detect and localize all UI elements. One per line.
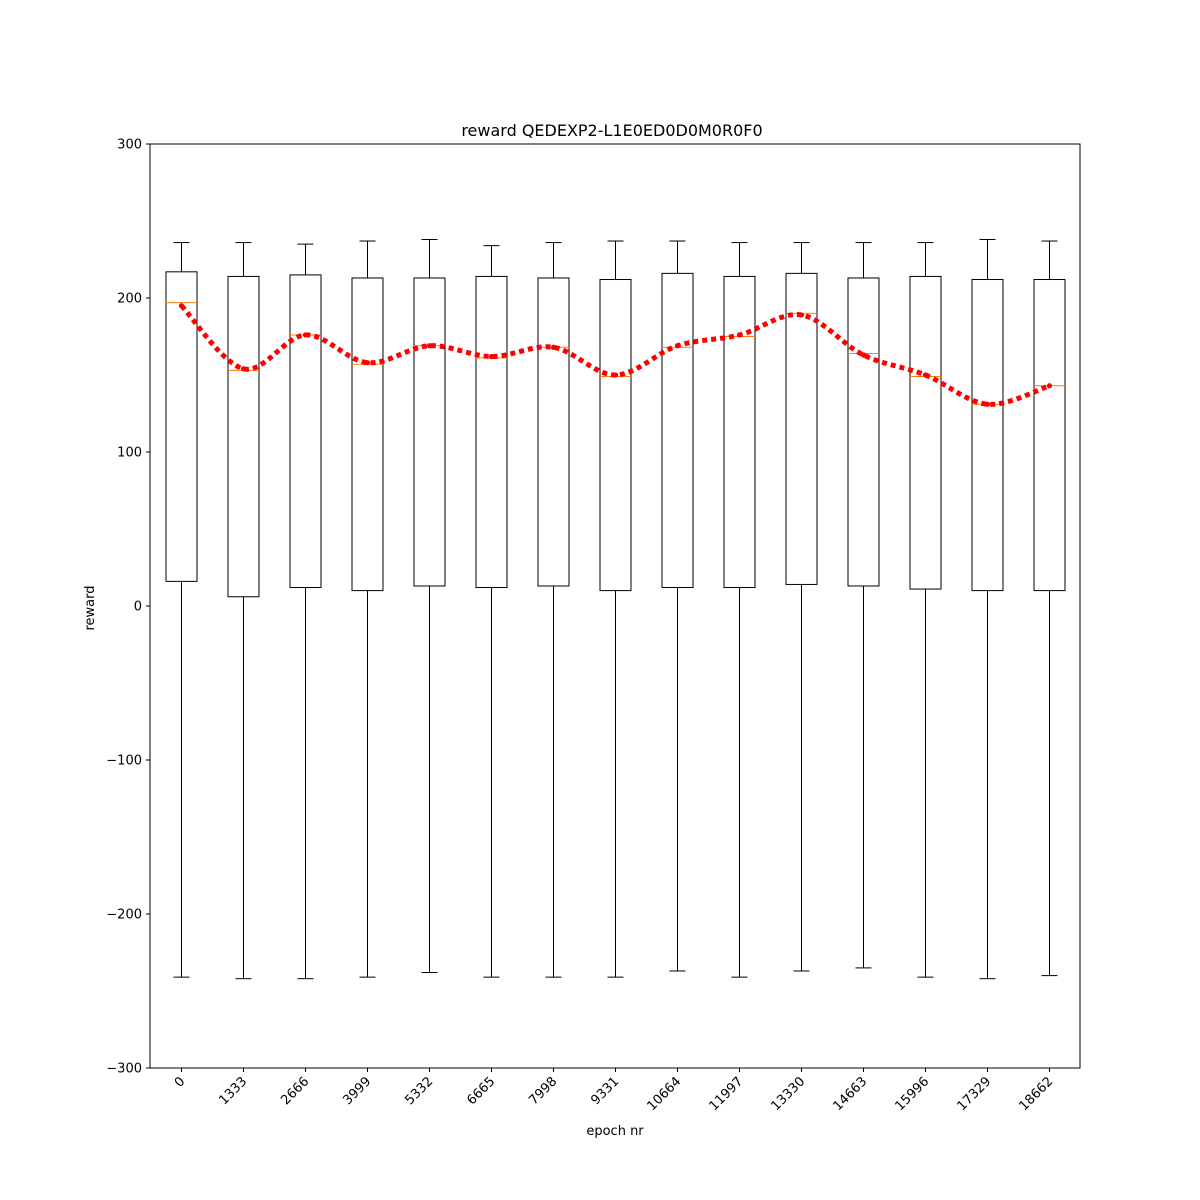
trend-point bbox=[1046, 383, 1053, 389]
trend-point bbox=[178, 303, 185, 309]
x-tick-label: 17329 bbox=[954, 1074, 994, 1114]
trend-point bbox=[984, 401, 991, 407]
y-tick-label: 300 bbox=[117, 138, 142, 153]
trend-point bbox=[860, 352, 867, 358]
x-axis-label: epoch nr bbox=[586, 1124, 644, 1139]
trend-point bbox=[550, 344, 557, 350]
box-body bbox=[351, 277, 384, 592]
box-6665 bbox=[475, 245, 508, 978]
trend-point bbox=[674, 343, 681, 349]
x-tick-label: 10664 bbox=[644, 1074, 684, 1114]
x-tick-label: 14663 bbox=[830, 1074, 870, 1114]
x-tick-label: 5332 bbox=[402, 1074, 436, 1108]
box-body bbox=[537, 277, 570, 587]
y-tick-label: 0 bbox=[134, 600, 142, 615]
y-tick-label: −100 bbox=[106, 754, 142, 769]
trend-point bbox=[922, 372, 929, 378]
y-axis-label: reward bbox=[83, 585, 98, 630]
y-tick-label: 200 bbox=[117, 292, 142, 307]
x-tick-label: 15996 bbox=[892, 1074, 932, 1114]
trend-point bbox=[364, 360, 371, 366]
box-body bbox=[165, 271, 198, 582]
chart-title: reward QEDEXP2-L1E0ED0D0M0R0F0 bbox=[461, 121, 762, 140]
y-tick-label: −200 bbox=[106, 908, 142, 923]
box-body bbox=[661, 272, 694, 589]
box-0 bbox=[165, 242, 198, 978]
box-body bbox=[413, 277, 446, 587]
x-axis: 0 1333 2666 3999 5332 6665 7998 9331 10664 11997 1… bbox=[172, 1068, 1056, 1114]
x-tick-label: 2666 bbox=[278, 1074, 312, 1108]
box-body bbox=[847, 277, 880, 587]
trend-line bbox=[179, 303, 1051, 407]
box-9331 bbox=[599, 240, 632, 978]
x-tick-label: 1333 bbox=[216, 1074, 250, 1108]
box-3999 bbox=[351, 240, 384, 978]
box-5332 bbox=[413, 238, 446, 974]
x-tick-label: 9331 bbox=[588, 1074, 622, 1108]
trend-point bbox=[488, 353, 495, 360]
x-tick-label: 18662 bbox=[1016, 1074, 1056, 1114]
plot-area bbox=[165, 238, 1066, 980]
box-1333 bbox=[227, 242, 260, 980]
box-10664 bbox=[661, 240, 694, 972]
box-11997 bbox=[723, 242, 756, 978]
box-body bbox=[475, 275, 508, 589]
box-14663 bbox=[847, 242, 880, 969]
box-body bbox=[971, 279, 1004, 592]
trend-point bbox=[612, 372, 619, 378]
x-tick-label: 11997 bbox=[706, 1074, 746, 1114]
x-tick-label: 3999 bbox=[340, 1074, 374, 1108]
y-axis: −300 −200 −100 0 100 200 300 bbox=[106, 138, 150, 1077]
box-body bbox=[909, 275, 942, 590]
x-tick-label: 6665 bbox=[464, 1074, 498, 1108]
box-18662 bbox=[1033, 240, 1066, 977]
trend-point bbox=[302, 332, 309, 338]
box-15996 bbox=[909, 242, 942, 978]
box-body bbox=[723, 275, 756, 589]
box-body bbox=[289, 274, 322, 589]
box-2666 bbox=[289, 243, 322, 980]
box-17329 bbox=[971, 238, 1004, 980]
x-tick-label: 0 bbox=[172, 1074, 188, 1090]
box-body bbox=[599, 279, 632, 592]
box-body bbox=[227, 275, 260, 598]
y-tick-label: −300 bbox=[106, 1062, 142, 1077]
box-13330 bbox=[785, 242, 818, 972]
trend-point bbox=[798, 312, 805, 318]
box-body bbox=[785, 272, 818, 585]
trend-point bbox=[736, 332, 743, 338]
trend-point bbox=[426, 343, 433, 349]
box-7998 bbox=[537, 242, 570, 978]
x-tick-label: 7998 bbox=[526, 1074, 560, 1108]
y-tick-label: 100 bbox=[117, 446, 142, 461]
x-tick-label: 13330 bbox=[768, 1074, 808, 1114]
box-body bbox=[1033, 279, 1066, 592]
trend-point bbox=[240, 366, 247, 372]
